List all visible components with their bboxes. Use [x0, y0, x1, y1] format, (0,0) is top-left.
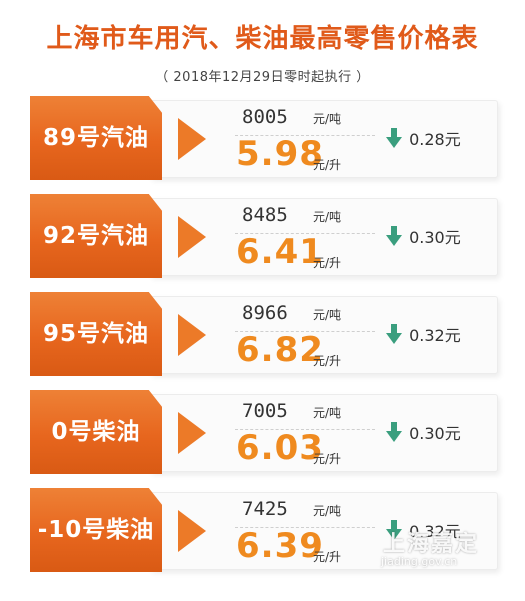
price-change: 0.28元: [386, 126, 461, 150]
down-arrow-icon: [386, 226, 402, 246]
price-per-liter: 6.41: [236, 232, 324, 272]
price-change: 0.30元: [386, 420, 461, 444]
price-change: 0.30元: [386, 224, 461, 248]
down-arrow-icon: [386, 324, 402, 344]
page-title: 上海市车用汽、柴油最高零售价格表: [46, 24, 479, 54]
price-per-liter: 6.82: [236, 330, 324, 370]
fuel-row-89: 89号汽油 8005 元/吨 5.98 元/升 0.28元: [30, 96, 498, 180]
fuel-name: 95号汽油: [42, 321, 149, 347]
fuel-name: 92号汽油: [42, 223, 149, 249]
price-per-liter: 6.39: [236, 526, 324, 566]
divider: [235, 331, 375, 332]
liter-unit: 元/升: [313, 256, 342, 270]
price-change-value: 0.30元: [409, 424, 461, 443]
ton-unit: 元/吨: [313, 112, 342, 126]
price-card: [150, 100, 498, 178]
pointer-arrow-icon: [178, 118, 206, 160]
divider: [235, 233, 375, 234]
price-change: 0.32元: [386, 518, 461, 542]
watermark-brand: 上海嘉定: [383, 532, 480, 557]
price-table: 89号汽油 8005 元/吨 5.98 元/升 0.28元 92号汽油 8485…: [30, 96, 498, 586]
fuel-row-0-diesel: 0号柴油 7005 元/吨 6.03 元/升 0.30元: [30, 390, 498, 474]
price-change-value: 0.30元: [409, 228, 461, 247]
price-card: [150, 492, 498, 570]
divider: [235, 429, 375, 430]
ton-unit: 元/吨: [313, 210, 342, 224]
liter-unit: 元/升: [313, 452, 342, 466]
divider: [235, 135, 375, 136]
fuel-row-minus10-diesel: -10号柴油 7425 元/吨 6.39 元/升 0.32元: [30, 488, 498, 572]
price-change-value: 0.32元: [409, 522, 461, 541]
fuel-row-92: 92号汽油 8485 元/吨 6.41 元/升 0.30元: [30, 194, 498, 278]
price-per-ton: 8485: [242, 204, 288, 226]
pointer-arrow-icon: [178, 510, 206, 552]
price-change-value: 0.28元: [409, 130, 461, 149]
liter-unit: 元/升: [313, 158, 342, 172]
fuel-name: 89号汽油: [42, 125, 149, 151]
ton-unit: 元/吨: [313, 406, 342, 420]
ton-unit: 元/吨: [313, 504, 342, 518]
fuel-badge: [30, 194, 162, 278]
price-per-ton: 7425: [242, 498, 288, 520]
price-per-ton: 8005: [242, 106, 288, 128]
down-arrow-icon: [386, 422, 402, 442]
price-per-ton: 8966: [242, 302, 288, 324]
fuel-name: -10号柴油: [37, 517, 155, 543]
price-card: [150, 394, 498, 472]
pointer-arrow-icon: [178, 412, 206, 454]
pointer-arrow-icon: [178, 216, 206, 258]
fuel-badge: [30, 390, 162, 474]
pointer-arrow-icon: [178, 314, 206, 356]
liter-unit: 元/升: [313, 354, 342, 368]
fuel-badge: [30, 292, 162, 376]
fuel-name: 0号柴油: [51, 419, 141, 445]
fuel-badge: [30, 488, 162, 572]
price-card: [150, 198, 498, 276]
price-card: [150, 296, 498, 374]
price-per-liter: 5.98: [236, 134, 324, 174]
effective-date: （ 2018年12月29日零时起执行 ）: [155, 70, 370, 85]
watermark: 上海嘉定 jiading.gov.cn: [365, 522, 505, 572]
price-per-ton: 7005: [242, 400, 288, 422]
down-arrow-icon: [386, 128, 402, 148]
fuel-row-95: 95号汽油 8966 元/吨 6.82 元/升 0.32元: [30, 292, 498, 376]
fuel-badge: [30, 96, 162, 180]
price-per-liter: 6.03: [236, 428, 324, 468]
down-arrow-icon: [386, 520, 402, 540]
price-change: 0.32元: [386, 322, 461, 346]
ton-unit: 元/吨: [313, 308, 342, 322]
price-change-value: 0.32元: [409, 326, 461, 345]
divider: [235, 527, 375, 528]
watermark-url: jiading.gov.cn: [381, 555, 458, 568]
liter-unit: 元/升: [313, 550, 342, 564]
